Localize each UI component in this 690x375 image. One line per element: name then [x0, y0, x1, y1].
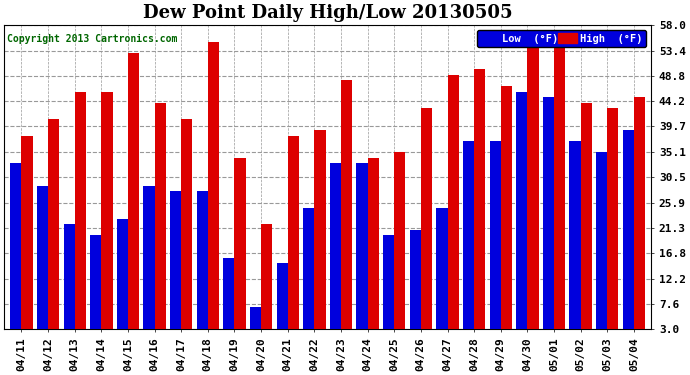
Bar — [235, 158, 246, 330]
Bar — [516, 92, 527, 330]
Bar — [463, 141, 474, 330]
Text: Copyright 2013 Cartronics.com: Copyright 2013 Cartronics.com — [8, 34, 178, 44]
Bar — [383, 236, 394, 330]
Bar — [580, 103, 592, 330]
Bar — [128, 53, 139, 330]
Bar — [448, 75, 459, 330]
Bar — [436, 208, 448, 330]
Bar — [410, 230, 421, 330]
Bar — [303, 208, 315, 330]
Bar — [330, 164, 341, 330]
Bar — [144, 186, 155, 330]
Bar — [181, 119, 193, 330]
Bar — [277, 263, 288, 330]
Bar — [155, 103, 166, 330]
Bar — [90, 236, 101, 330]
Legend: Low  (°F), High  (°F): Low (°F), High (°F) — [477, 30, 646, 47]
Bar — [607, 108, 618, 330]
Bar — [288, 136, 299, 330]
Bar — [341, 81, 352, 330]
Bar — [394, 152, 406, 330]
Bar — [527, 31, 539, 330]
Bar — [543, 97, 554, 330]
Bar — [224, 258, 235, 330]
Bar — [421, 108, 432, 330]
Bar — [170, 191, 181, 330]
Bar — [21, 136, 32, 330]
Bar — [10, 164, 21, 330]
Bar — [48, 119, 59, 330]
Bar — [101, 92, 112, 330]
Bar — [250, 307, 261, 330]
Bar — [197, 191, 208, 330]
Bar — [634, 97, 645, 330]
Bar — [474, 69, 485, 330]
Bar — [368, 158, 379, 330]
Bar — [261, 224, 273, 330]
Bar — [37, 186, 48, 330]
Bar — [315, 130, 326, 330]
Bar — [208, 42, 219, 330]
Bar — [501, 86, 512, 330]
Bar — [357, 164, 368, 330]
Bar — [554, 36, 565, 330]
Bar — [75, 92, 86, 330]
Bar — [569, 141, 580, 330]
Bar — [596, 152, 607, 330]
Bar — [622, 130, 634, 330]
Title: Dew Point Daily High/Low 20130505: Dew Point Daily High/Low 20130505 — [143, 4, 513, 22]
Bar — [117, 219, 128, 330]
Bar — [63, 224, 75, 330]
Bar — [490, 141, 501, 330]
